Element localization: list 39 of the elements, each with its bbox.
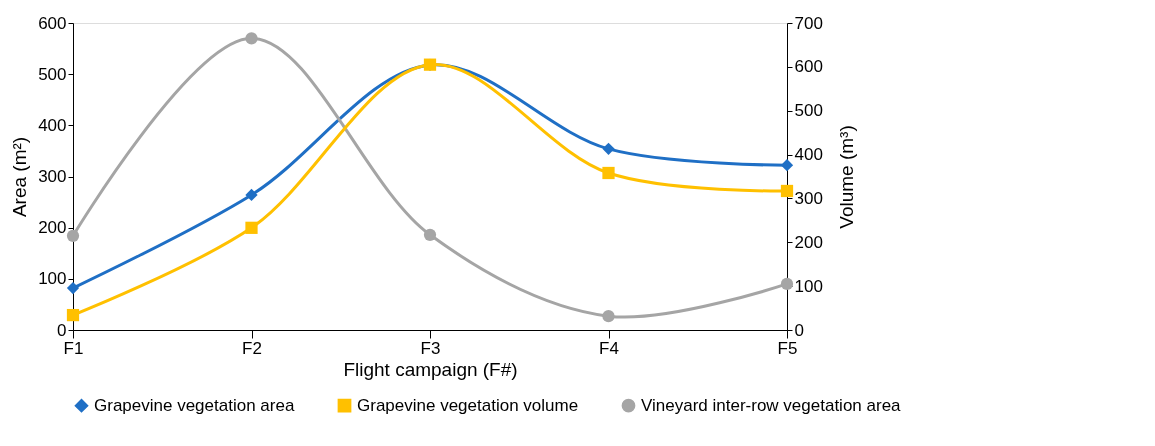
y-tick-label: 100 — [38, 269, 67, 289]
legend-label: Grapevine vegetation volume — [357, 395, 579, 415]
point — [245, 188, 258, 202]
point — [245, 32, 258, 45]
y2-tick-label: 300 — [794, 188, 823, 208]
point — [780, 159, 794, 172]
point — [780, 184, 794, 198]
y2-tick-label: 0 — [794, 320, 804, 340]
y-tick-label: 300 — [38, 167, 67, 186]
y2-tick-label: 500 — [794, 101, 823, 121]
x-tick-label: F1 — [63, 338, 84, 358]
y2-tick-label: 100 — [794, 276, 823, 296]
point — [780, 277, 794, 291]
y-tick-label: 400 — [38, 115, 67, 135]
point — [245, 221, 258, 234]
x-tick-label: F5 — [777, 338, 798, 358]
y-tick-label: 0 — [57, 320, 67, 340]
point — [602, 310, 615, 323]
y2-tick-label: 600 — [794, 57, 823, 77]
x-tick-label: F3 — [420, 338, 441, 358]
point — [66, 281, 80, 295]
x-tick-label: F4 — [599, 338, 619, 358]
point — [66, 229, 80, 242]
y-tick-label: 200 — [38, 218, 67, 238]
x-tick-label: F2 — [242, 338, 262, 358]
point — [66, 308, 80, 322]
point — [423, 228, 437, 241]
y2-tick-label: 400 — [794, 145, 823, 165]
x-axis-title: Flight campaign (F#) — [343, 358, 518, 380]
y-axis-title: Area (m²) — [9, 136, 31, 218]
y2-tick-label: 200 — [794, 232, 823, 252]
y2-axis-title: Volume (m³) — [835, 125, 857, 229]
y-tick-label: 500 — [38, 64, 67, 84]
legend-label: Vineyard inter-row vegetation area — [641, 395, 902, 415]
y2-tick-label: 700 — [794, 13, 823, 33]
point — [602, 142, 615, 155]
legend-label: Grapevine vegetation area — [94, 395, 295, 415]
y-tick-label: 600 — [38, 13, 67, 33]
point — [602, 166, 615, 180]
